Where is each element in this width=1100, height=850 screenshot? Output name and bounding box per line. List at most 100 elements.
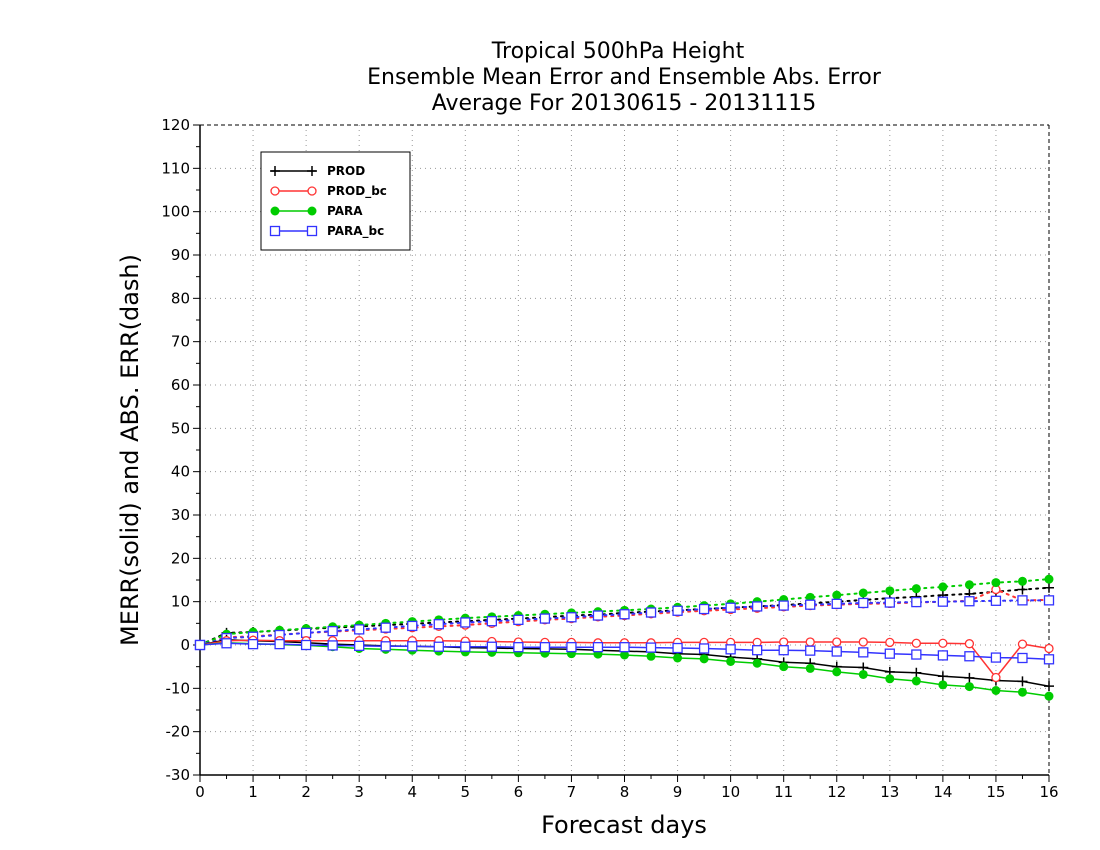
x-tick-label: 13 <box>880 783 899 801</box>
data-point <box>726 656 736 666</box>
legend-item-prod: PROD <box>270 164 365 178</box>
data-point <box>938 582 948 592</box>
data-point <box>270 206 280 216</box>
data-point <box>1017 687 1027 697</box>
title-line-1: Tropical 500hPa Height <box>491 39 745 64</box>
data-point <box>938 638 948 648</box>
data-point <box>858 637 868 647</box>
data-point <box>1017 676 1028 687</box>
data-point <box>832 590 842 600</box>
data-point <box>964 651 975 662</box>
series-para-bc-merr <box>194 638 1055 665</box>
data-point <box>964 596 975 607</box>
data-point <box>990 595 1002 606</box>
data-point <box>831 646 842 657</box>
y-tick-label: 100 <box>161 203 190 221</box>
data-point <box>620 650 629 660</box>
x-axis-label: Forecast days <box>541 811 707 839</box>
data-point <box>885 637 895 648</box>
data-point <box>779 662 789 672</box>
data-point <box>805 645 816 656</box>
data-point <box>407 641 418 652</box>
y-tick-label: 120 <box>161 116 190 134</box>
data-point <box>307 166 317 176</box>
data-point <box>1044 691 1054 701</box>
data-point <box>752 645 763 656</box>
y-tick-label: 90 <box>171 246 190 264</box>
series-para-merr <box>195 638 1054 701</box>
data-point <box>270 186 280 196</box>
data-point <box>433 619 444 630</box>
data-point <box>858 669 868 679</box>
data-point <box>858 597 869 609</box>
data-point <box>938 680 948 690</box>
data-point <box>1044 574 1054 584</box>
y-tick-label: 110 <box>161 159 190 177</box>
data-point <box>778 600 789 611</box>
data-point <box>307 186 317 196</box>
data-point <box>779 637 789 647</box>
data-point <box>1017 576 1027 586</box>
data-point <box>885 674 895 684</box>
data-point <box>911 649 922 660</box>
data-point <box>752 601 763 612</box>
x-tick-label: 7 <box>567 783 577 801</box>
data-point <box>964 639 975 649</box>
data-point <box>407 620 418 632</box>
y-tick-label: -20 <box>166 723 191 741</box>
data-point <box>619 642 630 653</box>
legend-label: PARA_bc <box>327 224 384 239</box>
data-point <box>307 206 317 216</box>
data-point <box>1043 595 1055 606</box>
data-point <box>1043 654 1055 665</box>
data-point <box>672 642 683 654</box>
legend-item-para: PARA <box>270 204 363 218</box>
data-point <box>513 614 524 626</box>
y-tick-label: 40 <box>171 463 190 481</box>
data-point <box>306 225 318 237</box>
y-tick-label: 20 <box>171 549 190 567</box>
data-point <box>831 598 842 609</box>
x-tick-label: 3 <box>354 783 364 801</box>
data-point <box>991 686 1001 695</box>
data-point <box>646 651 656 661</box>
y-tick-label: 0 <box>180 636 190 654</box>
data-point <box>805 599 816 610</box>
data-point <box>274 638 285 650</box>
data-point <box>673 653 683 663</box>
data-point <box>699 654 709 664</box>
y-tick-label: 50 <box>171 419 190 437</box>
y-tick-label: 30 <box>171 506 190 524</box>
x-tick-label: 10 <box>721 783 740 801</box>
legend-item-para-bc: PARA_bc <box>269 224 384 239</box>
legend-label: PARA <box>327 204 363 218</box>
data-point <box>270 166 280 176</box>
data-point <box>645 607 657 618</box>
data-point <box>964 672 975 683</box>
data-point <box>380 641 391 652</box>
x-tick-label: 14 <box>933 783 952 801</box>
data-point <box>1044 643 1054 654</box>
y-tick-label: 10 <box>171 593 190 611</box>
data-point <box>486 616 497 627</box>
series-layer <box>194 574 1055 701</box>
axes: 0 1 2 3 4 5 6 7 8 9 10 11 12 13 14 15 16-30-20-100102030… <box>161 116 1058 801</box>
data-point <box>725 644 736 655</box>
chart-title: Tropical 500hPa Height Ensemble Mean Err… <box>367 39 882 116</box>
data-point <box>698 643 710 654</box>
data-point <box>911 667 922 678</box>
legend-item-prod-bc: PROD_bc <box>270 184 387 199</box>
title-line-3: Average For 20130615 - 20131115 <box>432 91 817 116</box>
data-point <box>247 638 259 650</box>
data-point <box>884 597 895 608</box>
data-point <box>566 642 577 653</box>
x-tick-label: 8 <box>620 783 630 801</box>
legend-label: PROD <box>327 164 365 178</box>
data-point <box>221 638 232 649</box>
data-point <box>858 647 869 658</box>
data-point <box>460 617 471 628</box>
data-point <box>805 663 815 673</box>
y-tick-label: -30 <box>166 766 191 784</box>
data-point <box>380 622 391 633</box>
